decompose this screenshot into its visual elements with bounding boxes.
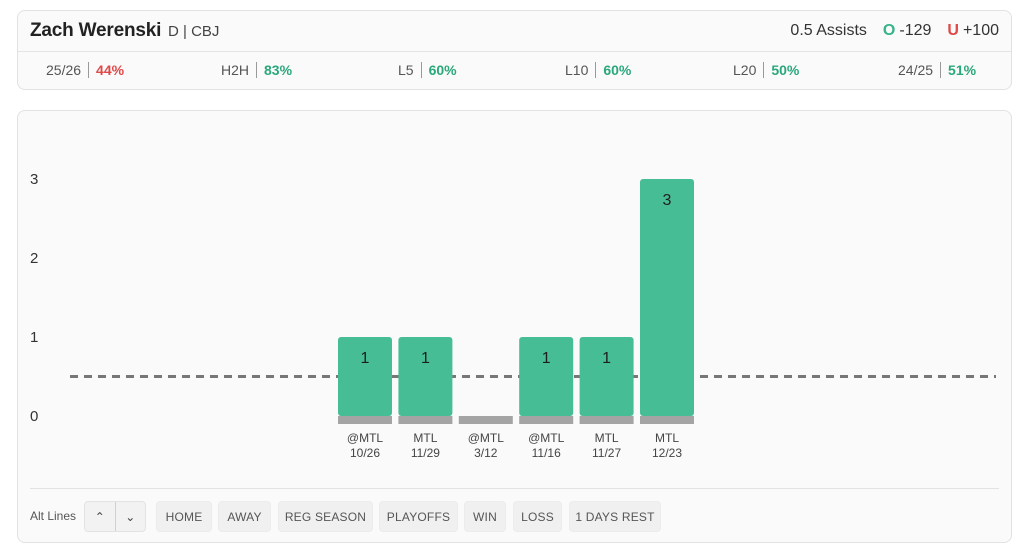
bar-base: [458, 416, 513, 424]
stat-season[interactable]: 25/26 44%: [46, 62, 124, 78]
stat-label: L20: [733, 62, 765, 78]
x-tick-opponent: MTL: [413, 431, 437, 445]
bar: [398, 337, 453, 416]
over-odds[interactable]: -129: [899, 22, 932, 39]
filter-playoffs-button[interactable]: PLAYOFFS: [379, 501, 458, 532]
assists-bar-chart: 01231@MTL10/261MTL11/29@MTL3/121@MTL11/1…: [30, 171, 996, 460]
x-tick-date: 11/27: [592, 446, 621, 460]
x-tick-date: 10/26: [350, 446, 380, 460]
stat-value: 44%: [96, 62, 125, 78]
x-tick-date: 12/23: [652, 446, 682, 460]
x-tick-date: 11/29: [411, 446, 440, 460]
stat-label: H2H: [221, 62, 258, 78]
y-tick-label: 0: [30, 408, 38, 425]
stat-h2h[interactable]: H2H 83%: [221, 62, 292, 78]
over-label: O: [882, 22, 896, 39]
alt-line-down-button[interactable]: ⌄: [114, 502, 146, 531]
hit-rate-stats: 25/26 44% H2H 83% L5 60% L10 60% L20 50%…: [18, 52, 1011, 91]
x-tick-opponent: @MTL: [468, 431, 505, 445]
player-header: Zach Werenski D | CBJ 0.5 Assists O -129…: [18, 11, 1011, 52]
bar-value-label: 1: [421, 350, 430, 367]
y-tick-label: 1: [30, 329, 38, 346]
bar: [579, 337, 634, 416]
player-name: Zach Werenski: [30, 20, 162, 41]
player-header-card: Zach Werenski D | CBJ 0.5 Assists O -129…: [17, 10, 1012, 90]
stat-value: 51%: [948, 62, 977, 78]
bar-base: [338, 416, 392, 424]
alt-line-stepper: ⌃ ⌄: [84, 501, 146, 532]
filter-home-button[interactable]: HOME: [156, 501, 212, 532]
stat-l5[interactable]: L5 60%: [398, 62, 457, 78]
filter-reg-season-button[interactable]: REG SEASON: [278, 501, 373, 532]
bar-value-label: 3: [663, 192, 672, 209]
bar-base: [398, 416, 453, 424]
bar: [519, 337, 574, 416]
alt-lines-label: Alt Lines: [30, 509, 77, 523]
filter-loss-button[interactable]: LOSS: [513, 501, 562, 532]
x-tick-opponent: MTL: [595, 431, 619, 445]
footer-divider: [30, 488, 999, 489]
filter-days-rest-button[interactable]: 1 DAYS REST: [569, 501, 661, 532]
x-tick-opponent: @MTL: [528, 431, 565, 445]
stat-value: 50%: [771, 62, 800, 78]
stat-label: L10: [565, 62, 597, 78]
prop-label: 0.5 Assists: [790, 22, 867, 39]
stat-value: 60%: [428, 62, 457, 78]
stat-label: L5: [398, 62, 422, 78]
filter-away-button[interactable]: AWAY: [218, 501, 271, 532]
bar-base: [519, 416, 574, 424]
chevron-up-icon: ⌃: [94, 509, 105, 524]
bar-value-label: 1: [361, 350, 370, 367]
player-position-team: D | CBJ: [168, 23, 220, 40]
bar-base: [579, 416, 634, 424]
under-odds[interactable]: +100: [962, 22, 999, 39]
stat-value: 83%: [264, 62, 293, 78]
y-tick-label: 2: [30, 250, 38, 267]
stat-label: 24/25: [898, 62, 942, 78]
bar: [640, 179, 694, 416]
bar-base: [640, 416, 694, 424]
x-tick-opponent: @MTL: [347, 431, 384, 445]
filter-win-button[interactable]: WIN: [464, 501, 506, 532]
chart-card: 0 1 2 3 1 @MTL 10/26 1 MTL 11/29 @MTL 3/12 1 @MTL 11/1…: [17, 110, 1012, 543]
stat-value: 60%: [603, 62, 632, 78]
stat-last-season[interactable]: 24/25 51%: [898, 62, 976, 78]
y-tick-label: 3: [30, 171, 38, 188]
stat-l10[interactable]: L10 60%: [565, 62, 631, 78]
x-tick-date: 3/12: [474, 446, 498, 460]
chevron-down-icon: ⌄: [125, 509, 136, 524]
bar: [338, 337, 392, 416]
x-tick-opponent: MTL: [655, 431, 679, 445]
stat-label: 25/26: [46, 62, 90, 78]
bar-value-label: 1: [542, 350, 551, 367]
stat-l20[interactable]: L20 50%: [733, 62, 799, 78]
x-tick-date: 11/16: [532, 446, 561, 460]
under-label: U: [947, 22, 959, 39]
bar-value-label: 1: [602, 350, 611, 367]
alt-line-up-button[interactable]: ⌃: [85, 502, 115, 531]
prop-line: 0.5 Assists O -129 U +100: [790, 22, 999, 40]
